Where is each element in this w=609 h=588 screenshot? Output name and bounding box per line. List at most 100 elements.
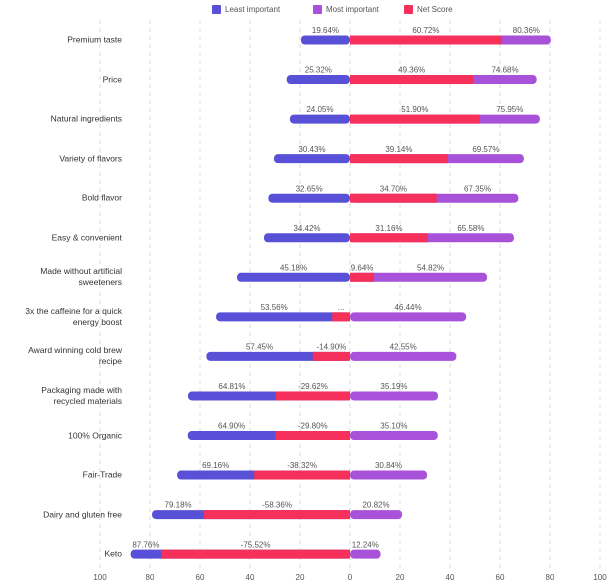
value-label: -58.36% (262, 501, 292, 510)
category-label: Bold flavor (2, 193, 122, 204)
value-label: 9.64% (351, 263, 374, 272)
value-label: 60.72% (412, 26, 439, 35)
value-label: 74.68% (491, 66, 518, 75)
value-label: 53.56% (261, 303, 288, 312)
bar (350, 470, 428, 480)
value-label: 64.90% (218, 422, 245, 431)
category-text: Keto (104, 548, 123, 559)
category-label: Premium taste (2, 35, 122, 46)
bar (350, 431, 438, 440)
bar (275, 391, 350, 401)
value-label: 79.18% (165, 501, 192, 510)
x-tick-label: 0 (348, 573, 353, 582)
value-label: 65.58% (457, 224, 484, 233)
bar (268, 193, 350, 203)
x-tick-label: 60 (496, 573, 505, 582)
value-label: 39.14% (385, 145, 412, 154)
bar (300, 35, 350, 45)
category-label: Fair-Trade (2, 470, 122, 481)
category-text: 100% Organic (68, 430, 122, 440)
category-text: Fair-Trade (82, 469, 122, 480)
bar (350, 312, 467, 322)
legend-swatch (404, 5, 413, 14)
value-label: ... (338, 303, 345, 312)
category-text: Easy & convenient (51, 232, 122, 243)
bar (350, 272, 375, 282)
category-label: Variety of flavors (2, 153, 122, 164)
value-label: 24.05% (306, 105, 333, 114)
category-label: Natural ingredients (2, 114, 122, 125)
value-label: 45.18% (280, 263, 307, 272)
value-label: -75.52% (241, 540, 271, 549)
value-label: 49.36% (398, 66, 425, 75)
category-text: Packaging made with recycled materials (41, 384, 122, 406)
bar (350, 114, 480, 124)
category-text: Bold flavor (81, 192, 122, 203)
bar (350, 75, 474, 85)
bar (332, 312, 350, 322)
bar (254, 470, 350, 480)
bar (273, 154, 350, 164)
bar (289, 114, 350, 124)
legend-label: Most important (326, 5, 380, 14)
legend-swatch (212, 5, 221, 14)
value-label: 51.90% (401, 105, 428, 114)
bar (286, 75, 350, 85)
x-tick-label: 20 (396, 573, 405, 582)
bar (350, 351, 457, 361)
category-label: 3x the caffeine for a quick energy boost (2, 306, 122, 328)
category-text: Premium taste (67, 34, 122, 45)
value-label: 54.82% (417, 263, 444, 272)
category-text: Variety of flavors (59, 153, 122, 164)
value-label: 12.24% (352, 540, 379, 549)
value-label: 32.65% (296, 184, 323, 193)
bar (263, 233, 350, 243)
value-label: -38.32% (287, 461, 317, 470)
value-label: 30.84% (375, 461, 402, 470)
bar (216, 312, 350, 322)
category-label: Dairy and gluten free (2, 509, 122, 520)
category-text: Price (102, 74, 122, 85)
x-tick-label: 100 (593, 573, 607, 582)
legend-label: Least important (225, 5, 281, 14)
bar (350, 154, 448, 164)
value-label: 69.16% (202, 461, 229, 470)
value-label: 75.95% (496, 105, 523, 114)
category-text: Award winning cold brew recipe (28, 345, 122, 367)
value-label: 80.36% (513, 26, 540, 35)
value-label: 64.81% (218, 382, 245, 391)
x-tick-label: 40 (446, 573, 455, 582)
value-label: 87.76% (132, 540, 159, 549)
category-text: Natural ingredients (50, 113, 122, 124)
legend-swatch (313, 5, 322, 14)
category-label: Packaging made with recycled materials (2, 385, 122, 407)
value-label: 30.43% (298, 145, 325, 154)
bar (350, 549, 381, 559)
value-label: 19.64% (312, 26, 339, 35)
x-tick-label: 60 (196, 573, 205, 582)
value-label: 67.35% (464, 184, 491, 193)
category-label: Price (2, 74, 122, 85)
category-label: Keto (2, 548, 123, 560)
bar (275, 431, 350, 440)
category-text: Dairy and gluten free (43, 509, 122, 520)
value-label: 20.82% (362, 501, 389, 510)
x-tick-label: 80 (146, 573, 155, 582)
value-label: -29.62% (298, 382, 328, 391)
value-label: 69.57% (472, 145, 499, 154)
category-label: 100% Organic (2, 430, 122, 441)
x-tick-label: 40 (246, 573, 255, 582)
category-label: Award winning cold brew recipe (2, 345, 122, 367)
x-tick-label: 20 (296, 573, 305, 582)
bar (350, 510, 403, 520)
bar (350, 193, 437, 203)
value-label: 46.44% (394, 303, 421, 312)
bar (350, 391, 438, 401)
bar (312, 351, 350, 361)
category-label: Made without artificial sweeteners (2, 266, 122, 288)
category-text: 3x the caffeine for a quick energy boost (25, 305, 122, 327)
bar (350, 35, 502, 45)
value-label: -14.90% (316, 343, 346, 352)
